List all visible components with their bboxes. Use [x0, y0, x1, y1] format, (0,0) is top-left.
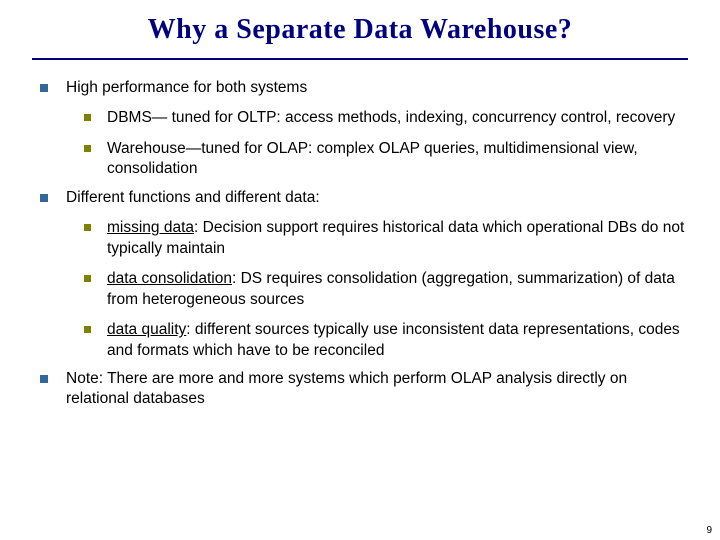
- sub-bullet-item: Warehouse—tuned for OLAP: complex OLAP q…: [84, 139, 690, 180]
- bullet-text: data consolidation: DS requires consolid…: [107, 269, 690, 310]
- bullet-text-rest: : different sources typically use incons…: [107, 321, 680, 358]
- square-bullet-icon: [40, 84, 48, 92]
- square-bullet-icon: [84, 224, 91, 231]
- slide-title: Why a Separate Data Warehouse?: [0, 0, 720, 54]
- bullet-text: Warehouse—tuned for OLAP: complex OLAP q…: [107, 139, 690, 180]
- underlined-term: data consolidation: [107, 270, 232, 287]
- square-bullet-icon: [84, 114, 91, 121]
- square-bullet-icon: [84, 326, 91, 333]
- bullet-item: High performance for both systems: [30, 78, 690, 98]
- sub-bullet-item: DBMS— tuned for OLTP: access methods, in…: [84, 108, 690, 128]
- bullet-text: High performance for both systems: [66, 78, 690, 98]
- bullet-item: Different functions and different data:: [30, 188, 690, 208]
- underlined-term: missing data: [107, 219, 194, 236]
- bullet-text: Different functions and different data:: [66, 188, 690, 208]
- page-number: 9: [706, 525, 712, 536]
- bullet-text: Note: There are more and more systems wh…: [66, 369, 690, 410]
- bullet-item: Note: There are more and more systems wh…: [30, 369, 690, 410]
- slide: Why a Separate Data Warehouse? High perf…: [0, 0, 720, 540]
- bullet-text: DBMS— tuned for OLTP: access methods, in…: [107, 108, 690, 128]
- sub-bullet-item: data quality: different sources typicall…: [84, 320, 690, 361]
- underlined-term: data quality: [107, 321, 186, 338]
- bullet-text: data quality: different sources typicall…: [107, 320, 690, 361]
- bullet-text: missing data: Decision support requires …: [107, 218, 690, 259]
- square-bullet-icon: [40, 194, 48, 202]
- square-bullet-icon: [84, 145, 91, 152]
- sub-bullet-item: data consolidation: DS requires consolid…: [84, 269, 690, 310]
- slide-body: High performance for both systems DBMS— …: [0, 60, 720, 410]
- bullet-text-rest: : Decision support requires historical d…: [107, 219, 684, 256]
- sub-bullet-item: missing data: Decision support requires …: [84, 218, 690, 259]
- square-bullet-icon: [40, 375, 48, 383]
- square-bullet-icon: [84, 275, 91, 282]
